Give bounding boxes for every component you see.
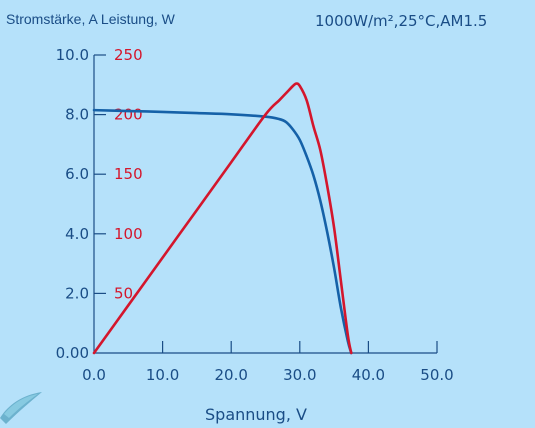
y-tick-label-power: 200 [114,106,143,124]
series-group [92,82,353,355]
y-tick-label-power: 100 [114,225,143,243]
y-tick-label-current: 6.0 [65,165,89,183]
x-tick-label: 20.0 [214,366,247,384]
y-tick-label-current: 10.0 [56,46,89,64]
y-axis-label: Stromstärke, A Leistung, W [6,11,176,27]
y-tick-label-power: 150 [114,165,143,183]
y-tick-label-power: 50 [114,284,133,302]
x-tick-label: 50.0 [420,366,453,384]
x-tick-label: 0.0 [82,366,106,384]
y-tick-label-current: 8.0 [65,106,89,124]
decorative-swoosh-highlight [4,394,38,418]
x-ticks: 0.0 10.0 20.0 30.0 40.0 50.0 [82,341,454,384]
y-tick-label-current: 2.0 [65,284,89,302]
decorative-swoosh [0,392,42,424]
y-ticks: 0.00 2.0 4.0 6.0 8.0 10.0 50 100 150 200 250 [56,46,143,362]
x-tick-label: 10.0 [146,366,179,384]
y-tick-label-power: 250 [114,46,143,64]
y-tick-label-current: 0.00 [56,344,89,362]
x-axis-label: Spannung, V [205,405,307,424]
test-conditions-label: 1000W/m²,25°C,AM1.5 [315,12,487,30]
power-curve-line [92,82,353,355]
x-tick-label: 40.0 [352,366,385,384]
current-curve-line [92,108,353,355]
x-tick-label: 30.0 [283,366,316,384]
y-tick-label-current: 4.0 [65,225,89,243]
